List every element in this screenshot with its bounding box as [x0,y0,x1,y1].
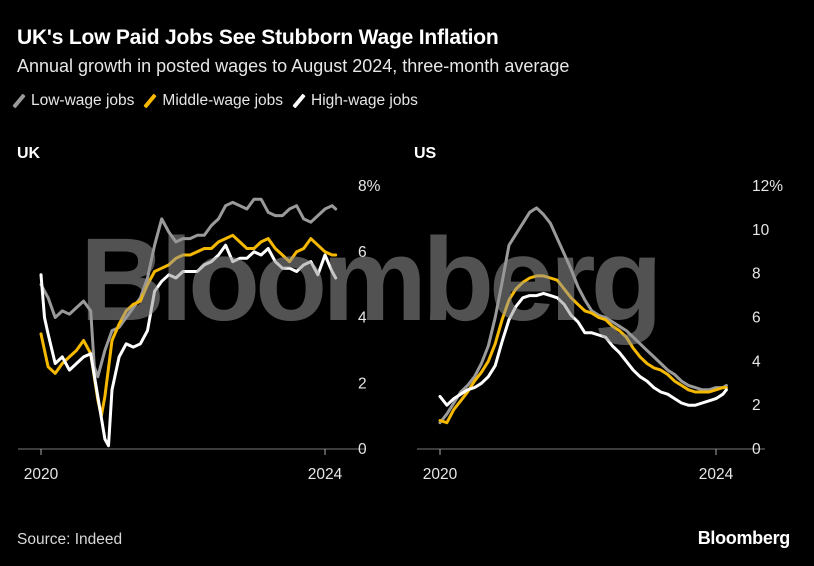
y-tick-label-uk: 4 [358,310,367,327]
y-tick-label-us: 8 [752,266,761,283]
x-tick-label-us: 2024 [699,466,734,483]
panel-title-us: US [414,145,437,162]
brand-logo: Bloomberg [697,528,791,548]
y-tick-label-us: 12% [752,178,783,195]
series-line-uk-middle-wage-jobs [39,233,338,418]
legend: Low-wage jobs Middle-wage jobs High-wage… [12,92,418,110]
legend-label-high-wage: High-wage jobs [311,92,418,109]
chart-subtitle: Annual growth in posted wages to August … [17,56,570,76]
legend-item-middle-wage: Middle-wage jobs [143,92,284,110]
series-line-us-high-wage-jobs [438,291,728,407]
chart-title: UK's Low Paid Jobs See Stubborn Wage Inf… [17,26,499,49]
series-line-us-low-wage-jobs [438,206,728,425]
y-tick-label-uk: 6 [358,244,367,261]
x-tick-label-us: 2020 [423,466,458,483]
y-tick-label-us: 4 [752,353,761,370]
source-note: Source: Indeed [17,531,123,548]
legend-item-high-wage: High-wage jobs [292,92,418,110]
panel-title-uk: UK [17,145,41,162]
x-tick-label-uk: 2020 [24,466,59,483]
y-tick-label-us: 10 [752,222,770,239]
legend-label-middle-wage: Middle-wage jobs [162,92,284,109]
y-tick-label-us: 6 [752,310,761,327]
series-line-us-middle-wage-jobs [438,274,728,425]
y-tick-label-uk: 0 [358,441,367,458]
y-tick-label-us: 2 [752,397,761,414]
series-line-uk-high-wage-jobs [39,243,338,448]
legend-label-low-wage: Low-wage jobs [31,92,135,109]
series-line-uk-low-wage-jobs [39,197,338,379]
y-tick-label-us: 0 [752,441,761,458]
legend-item-low-wage: Low-wage jobs [12,92,135,110]
y-tick-label-uk: 2 [358,375,367,392]
x-tick-label-uk: 2024 [308,466,343,483]
y-tick-label-uk: 8% [358,178,381,195]
